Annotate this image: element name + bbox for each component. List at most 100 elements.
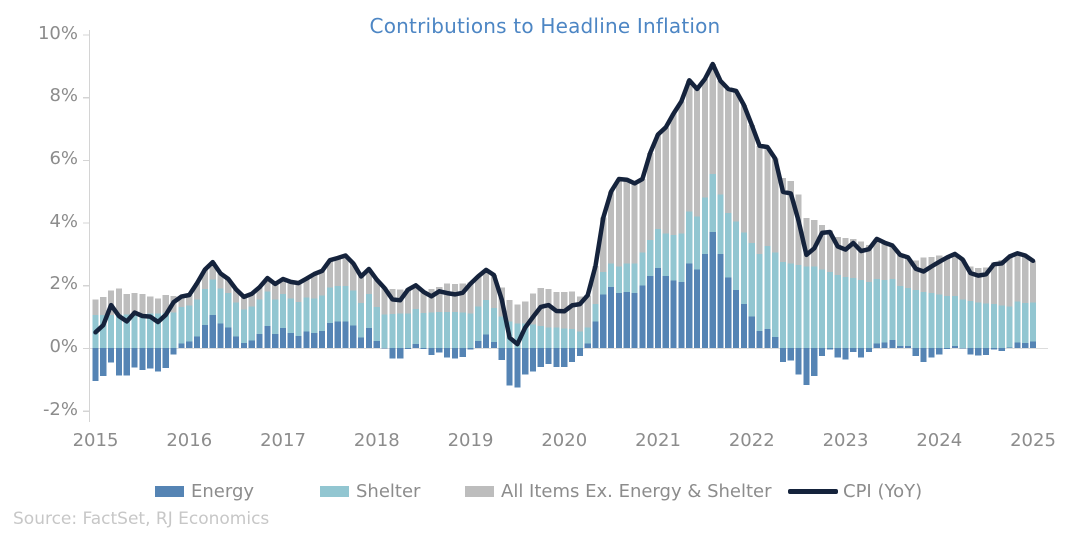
ex-energy-shelter-bar: [592, 265, 599, 305]
ex-energy-shelter-bar: [756, 145, 763, 254]
energy-bar: [654, 268, 662, 348]
energy-bar: [451, 348, 458, 359]
ex-energy-shelter-bar: [865, 245, 873, 282]
energy-bar: [475, 340, 482, 348]
ex-energy-shelter-bar: [381, 287, 388, 315]
shelter-bar: [436, 311, 443, 348]
ex-energy-shelter-bar: [350, 263, 357, 291]
energy-bar: [358, 337, 365, 348]
shelter-bar: [733, 221, 740, 291]
shelter-bar: [623, 263, 630, 293]
shelter-bar: [647, 239, 654, 276]
shelter-bar: [264, 291, 271, 327]
y-axis-label: 2%: [49, 273, 78, 295]
energy-bar: [733, 290, 740, 348]
shelter-bar: [826, 271, 833, 348]
ex-energy-shelter-bar: [787, 180, 794, 264]
energy-bar: [514, 348, 521, 388]
ex-energy-shelter-bar: [514, 304, 521, 324]
energy-bar: [717, 253, 724, 348]
shelter-bar: [803, 266, 810, 348]
energy-bar: [592, 321, 599, 348]
shelter-bar: [568, 329, 576, 348]
shelter-bar: [693, 216, 701, 270]
energy-bar: [1029, 341, 1037, 348]
ex-energy-shelter-bar: [600, 217, 607, 273]
x-axis-label: 2019: [447, 430, 494, 451]
shelter-bar: [209, 279, 216, 316]
shelter-bar: [631, 263, 638, 294]
energy-bar: [818, 348, 826, 356]
energy-bar: [951, 346, 958, 348]
energy-bar: [318, 330, 326, 348]
energy-bar: [350, 325, 357, 348]
energy-bar: [100, 348, 107, 377]
shelter-bar: [787, 263, 794, 348]
shelter-bar: [858, 279, 865, 348]
ex-energy-shelter-bar: [912, 260, 919, 291]
shelter-bar: [1022, 302, 1029, 343]
shelter-bar: [1014, 301, 1021, 343]
energy-bar: [420, 348, 427, 349]
x-axis-label: 2023: [822, 430, 869, 451]
shelter-bar: [537, 326, 544, 348]
energy-bar: [764, 329, 771, 348]
energy-bar: [748, 316, 755, 348]
energy-bar: [826, 348, 833, 350]
shelter-bar: [272, 299, 279, 334]
energy-bar: [115, 348, 123, 376]
energy-bar: [443, 348, 451, 358]
shelter-bar: [373, 307, 380, 342]
ex-energy-shelter-bar: [545, 289, 552, 328]
ex-energy-shelter-bar: [334, 258, 341, 287]
energy-bar: [248, 340, 255, 348]
shelter-bar: [576, 331, 583, 348]
energy-bar: [154, 348, 162, 372]
ex-energy-shelter-bar: [686, 80, 693, 212]
ex-energy-shelter-bar: [279, 279, 287, 294]
ex-energy-shelter-bar: [850, 238, 857, 279]
shelter-bar: [662, 233, 669, 276]
energy-bar: [897, 345, 904, 348]
shelter-bar: [795, 264, 802, 348]
energy-bar: [873, 343, 880, 348]
energy-bar: [561, 348, 568, 368]
ex-energy-shelter-bar: [373, 279, 380, 308]
shelter-bar: [615, 266, 623, 294]
ex-energy-shelter-bar: [772, 158, 779, 253]
shelter-bar: [959, 299, 966, 348]
shelter-bar: [740, 232, 748, 305]
ex-energy-shelter-bar: [615, 179, 623, 267]
shelter-bar: [318, 295, 326, 331]
ex-energy-shelter-bar: [186, 295, 193, 306]
ex-energy-shelter-bar: [201, 269, 208, 290]
ex-energy-shelter-bar: [420, 290, 427, 313]
ex-energy-shelter-bar: [428, 289, 435, 313]
energy-bar: [678, 282, 685, 348]
shelter-bar: [115, 314, 123, 348]
shelter-bar: [772, 252, 779, 338]
ex-energy-shelter-bar: [725, 89, 732, 214]
energy-bar: [834, 348, 841, 358]
shelter-bar: [756, 253, 763, 331]
energy-bar: [412, 344, 419, 348]
ex-energy-shelter-bar: [639, 179, 646, 253]
ex-energy-shelter-bar: [358, 276, 365, 303]
shelter-bar: [748, 242, 755, 317]
ex-energy-shelter-bar: [272, 284, 279, 300]
ex-energy-shelter-bar: [654, 134, 662, 229]
shelter-bar: [1006, 306, 1013, 348]
ex-energy-shelter-bar: [490, 274, 498, 309]
shelter-bar: [912, 290, 919, 348]
energy-bar: [233, 336, 240, 348]
y-axis-label: -2%: [42, 398, 78, 420]
shelter-bar: [725, 213, 732, 278]
shelter-bar: [303, 297, 310, 332]
ex-energy-shelter-bar: [647, 153, 654, 240]
energy-bar: [912, 348, 919, 357]
ex-energy-shelter-bar: [139, 294, 146, 315]
ex-energy-shelter-bar: [365, 268, 373, 294]
energy-bar: [381, 348, 388, 349]
ex-energy-shelter-bar: [998, 260, 1005, 306]
